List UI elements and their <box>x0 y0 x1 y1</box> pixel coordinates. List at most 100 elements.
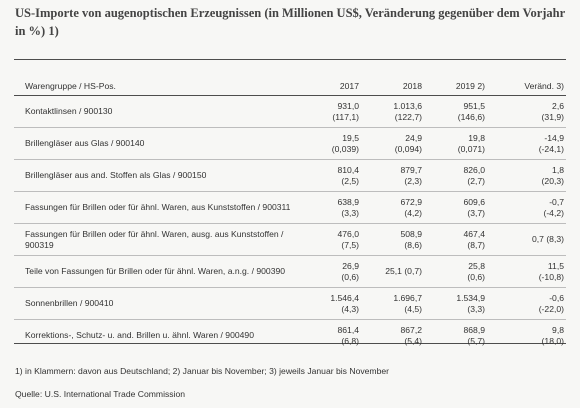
value-2018: 1.696,7 (4,5) <box>361 287 424 320</box>
value-2019: 25,8 (0,6) <box>424 255 487 288</box>
value-2019: 826,0 (2,7) <box>424 159 487 192</box>
value-2017-total: 810,4 <box>337 164 359 175</box>
table-row: Brillengläser aus Glas / 900140 19,5 (0,03… <box>14 127 566 160</box>
header-group: Warengruppe / HS-Pos. <box>14 60 294 96</box>
value-2018-total: 25,1 (0,7) <box>385 266 422 276</box>
value-2018: 1.013,6 (122,7) <box>361 95 424 128</box>
value-2019-germany: (3,7) <box>467 207 485 218</box>
value-2017-germany: (0,6) <box>341 271 359 282</box>
value-2017: 931,0 (117,1) <box>294 95 361 128</box>
table-row: Kontaktlinsen / 900130 931,0 (117,1) 1.013,… <box>14 95 566 128</box>
value-change: -0,7 (-4,2) <box>487 191 566 224</box>
value-change-total: 11,5 <box>547 260 564 271</box>
value-2017: 26,9 (0,6) <box>294 255 361 288</box>
value-2017-germany: (2,5) <box>341 175 359 186</box>
value-change: -0,6 (-22,0) <box>487 287 566 320</box>
table-row: Sonnenbrillen / 900410 1.546,4 (4,3) 1.696,… <box>14 287 566 320</box>
value-2019-total: 467,4 <box>463 228 485 239</box>
value-change-total: 1,8 <box>552 164 564 175</box>
value-2019: 951,5 (146,6) <box>424 95 487 128</box>
value-2018-total: 508,9 <box>400 228 422 239</box>
value-2017-germany: (6,8) <box>341 335 359 346</box>
header-2018: 2018 <box>361 60 424 96</box>
value-2019: 467,4 (8,7) <box>424 223 487 256</box>
value-change-germany: (-24,1) <box>538 143 564 154</box>
value-2018-total: 24,9 <box>405 132 422 143</box>
value-2019-total: 609,6 <box>463 196 485 207</box>
value-change: 2,6 (31,9) <box>487 95 566 128</box>
row-label: Sonnenbrillen / 900410 <box>14 287 294 320</box>
value-2018-total: 1.696,7 <box>393 292 422 303</box>
value-2018-total: 867,2 <box>400 324 422 335</box>
value-2018-total: 1.013,6 <box>393 100 422 111</box>
value-change-germany: (-10,8) <box>538 271 564 282</box>
value-change: 9,8 (18,0) <box>487 319 566 351</box>
value-2017: 1.546,4 (4,3) <box>294 287 361 320</box>
table-row: Korrektions-, Schutz- u. and. Brillen u.… <box>14 319 566 351</box>
source-line: Quelle: U.S. International Trade Commiss… <box>15 389 186 399</box>
value-2018-germany: (8,6) <box>404 239 422 250</box>
value-change-total: -0,6 <box>549 292 564 303</box>
value-2017-total: 638,9 <box>337 196 359 207</box>
data-table: Warengruppe / HS-Pos. 2017 2018 2019 2) … <box>14 59 566 351</box>
header-change: Veränd. 3) <box>487 60 566 96</box>
value-2018-germany: (2,3) <box>404 175 422 186</box>
value-change-total: 9,8 <box>552 324 564 335</box>
value-2017-total: 1.546,4 <box>330 292 359 303</box>
value-2018: 24,9 (0,094) <box>361 127 424 160</box>
value-2017-germany: (4,3) <box>341 303 359 314</box>
value-2017-germany: (117,1) <box>332 111 359 122</box>
value-2018-total: 672,9 <box>400 196 422 207</box>
value-2019: 19,8 (0,071) <box>424 127 487 160</box>
value-change: -14,9 (-24,1) <box>487 127 566 160</box>
row-label: Kontaktlinsen / 900130 <box>14 95 294 128</box>
value-2019: 1.534,9 (3,3) <box>424 287 487 320</box>
value-2019-germany: (8,7) <box>467 239 485 250</box>
row-label: Fassungen für Brillen oder für ähnl. War… <box>14 191 294 224</box>
value-2017: 638,9 (3,3) <box>294 191 361 224</box>
value-2017-germany: (3,3) <box>341 207 359 218</box>
value-2018-germany: (4,5) <box>404 303 422 314</box>
value-change-germany: (20,3) <box>541 175 564 186</box>
row-label: Teile von Fassungen für Brillen oder für… <box>14 255 294 288</box>
value-change-total: 0,7 (8,3) <box>531 234 564 244</box>
value-2019-germany: (5,7) <box>467 335 485 346</box>
value-2018-germany: (5,4) <box>404 335 422 346</box>
value-2018: 672,9 (4,2) <box>361 191 424 224</box>
value-change-germany: (-4,2) <box>543 207 564 218</box>
table-title: US-Importe von augenoptischen Erzeugniss… <box>15 6 565 38</box>
row-label: Brillengläser aus and. Stoffen als Glas … <box>14 159 294 192</box>
value-change: 1,8 (20,3) <box>487 159 566 192</box>
value-2019-total: 25,8 <box>468 260 485 271</box>
value-2019-total: 951,5 <box>463 100 485 111</box>
value-change: 0,7 (8,3) <box>487 223 566 256</box>
value-2017: 810,4 (2,5) <box>294 159 361 192</box>
value-2019-germany: (146,6) <box>457 111 485 122</box>
value-2019-germany: (3,3) <box>467 303 485 314</box>
value-change: 11,5 (-10,8) <box>487 255 566 288</box>
value-2019-total: 826,0 <box>463 164 485 175</box>
footnote: 1) in Klammern: davon aus Deutschland; 2… <box>15 366 390 376</box>
value-2017-total: 19,5 <box>342 132 359 143</box>
table-row: Brillengläser aus and. Stoffen als Glas … <box>14 159 566 192</box>
value-2017-total: 26,9 <box>342 260 359 271</box>
value-change-total: 2,6 <box>552 100 564 111</box>
value-change-germany: (31,9) <box>541 111 564 122</box>
value-2018: 508,9 (8,6) <box>361 223 424 256</box>
header-2019: 2019 2) <box>424 60 487 96</box>
value-2017: 861,4 (6,8) <box>294 319 361 351</box>
value-2017-germany: (0,039) <box>331 143 359 154</box>
header-2017: 2017 <box>294 60 361 96</box>
value-2019-total: 868,9 <box>463 324 485 335</box>
value-change-total: -0,7 <box>549 196 564 207</box>
value-2017: 476,0 (7,5) <box>294 223 361 256</box>
value-2018: 25,1 (0,7) <box>361 255 424 288</box>
value-2017-total: 861,4 <box>337 324 359 335</box>
table-row: Fassungen für Brillen oder für ähnl. War… <box>14 191 566 224</box>
value-2017: 19,5 (0,039) <box>294 127 361 160</box>
table-row: Teile von Fassungen für Brillen oder für… <box>14 255 566 288</box>
value-2019-germany: (0,071) <box>457 143 485 154</box>
value-2019-germany: (2,7) <box>467 175 485 186</box>
value-2019: 609,6 (3,7) <box>424 191 487 224</box>
